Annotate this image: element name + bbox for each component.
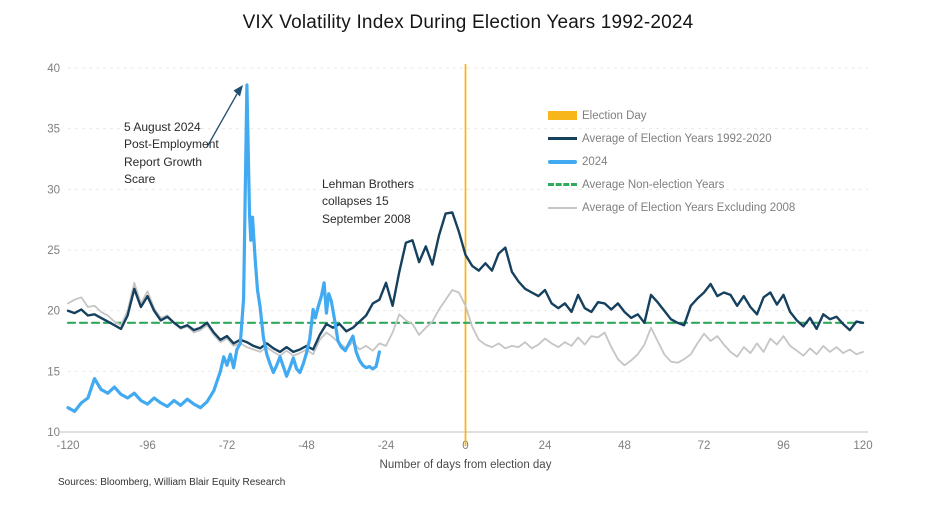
legend-label: 2024 (582, 155, 608, 168)
y-tick-label: 10 (47, 427, 60, 439)
annotation-lehman-brothers: Lehman Brothers collapses 15 September 2… (322, 177, 415, 226)
year-2024-line-swatch (548, 159, 577, 164)
legend-label: Average of Election Years Excluding 2008 (582, 201, 796, 214)
excluding-2008-line-swatch (548, 206, 577, 209)
y-tick-label: 35 (47, 124, 60, 136)
avg-election-years-line-swatch (548, 137, 577, 140)
series-line-average-of-election-years-1992-2020 (66, 211, 865, 354)
legend-item-election-day: Election Day (548, 104, 795, 127)
legend-item-excluding-2008: Average of Election Years Excluding 2008 (548, 196, 795, 219)
annotation-arrowhead (233, 85, 243, 97)
x-tick-label: 96 (777, 440, 790, 452)
chart-title: VIX Volatility Index During Election Yea… (242, 12, 694, 33)
x-tick-label: -120 (56, 440, 79, 452)
x-tick-label: 120 (853, 440, 872, 452)
legend: Election Day Average of Election Years 1… (548, 104, 795, 219)
source-note: Sources: Bloomberg, William Blair Equity… (58, 477, 286, 488)
x-tick-label: 72 (698, 440, 711, 452)
x-tick-label: 24 (539, 440, 552, 452)
y-tick-label: 40 (47, 63, 60, 75)
annotation-growth-scare: 5 August 2024 Post-Employment Report Gro… (124, 120, 219, 187)
x-tick-label: -24 (378, 440, 395, 452)
legend-item-avg-election-years: Average of Election Years 1992-2020 (548, 127, 795, 150)
x-tick-label: -96 (139, 440, 156, 452)
legend-label: Average of Election Years 1992-2020 (582, 132, 772, 145)
y-tick-label: 15 (47, 366, 60, 378)
y-tick-label: 20 (47, 306, 60, 318)
x-axis-title: Number of days from election day (379, 459, 552, 471)
y-tick-label: 25 (47, 245, 60, 257)
x-tick-label: -72 (219, 440, 236, 452)
annotation-arrow (206, 93, 238, 148)
x-tick-label: -48 (298, 440, 315, 452)
legend-item-2024: 2024 (548, 150, 795, 173)
legend-item-non-election-years: Average Non-election Years (548, 173, 795, 196)
series-line-average-of-election-years-excluding-2008 (67, 281, 864, 367)
series-line-2024 (66, 83, 381, 413)
legend-label: Election Day (582, 109, 647, 122)
legend-label: Average Non-election Years (582, 178, 725, 191)
election-day-swatch (548, 111, 577, 120)
non-election-years-dash-swatch (548, 183, 577, 186)
y-tick-label: 30 (47, 184, 60, 196)
x-tick-label: 48 (618, 440, 631, 452)
